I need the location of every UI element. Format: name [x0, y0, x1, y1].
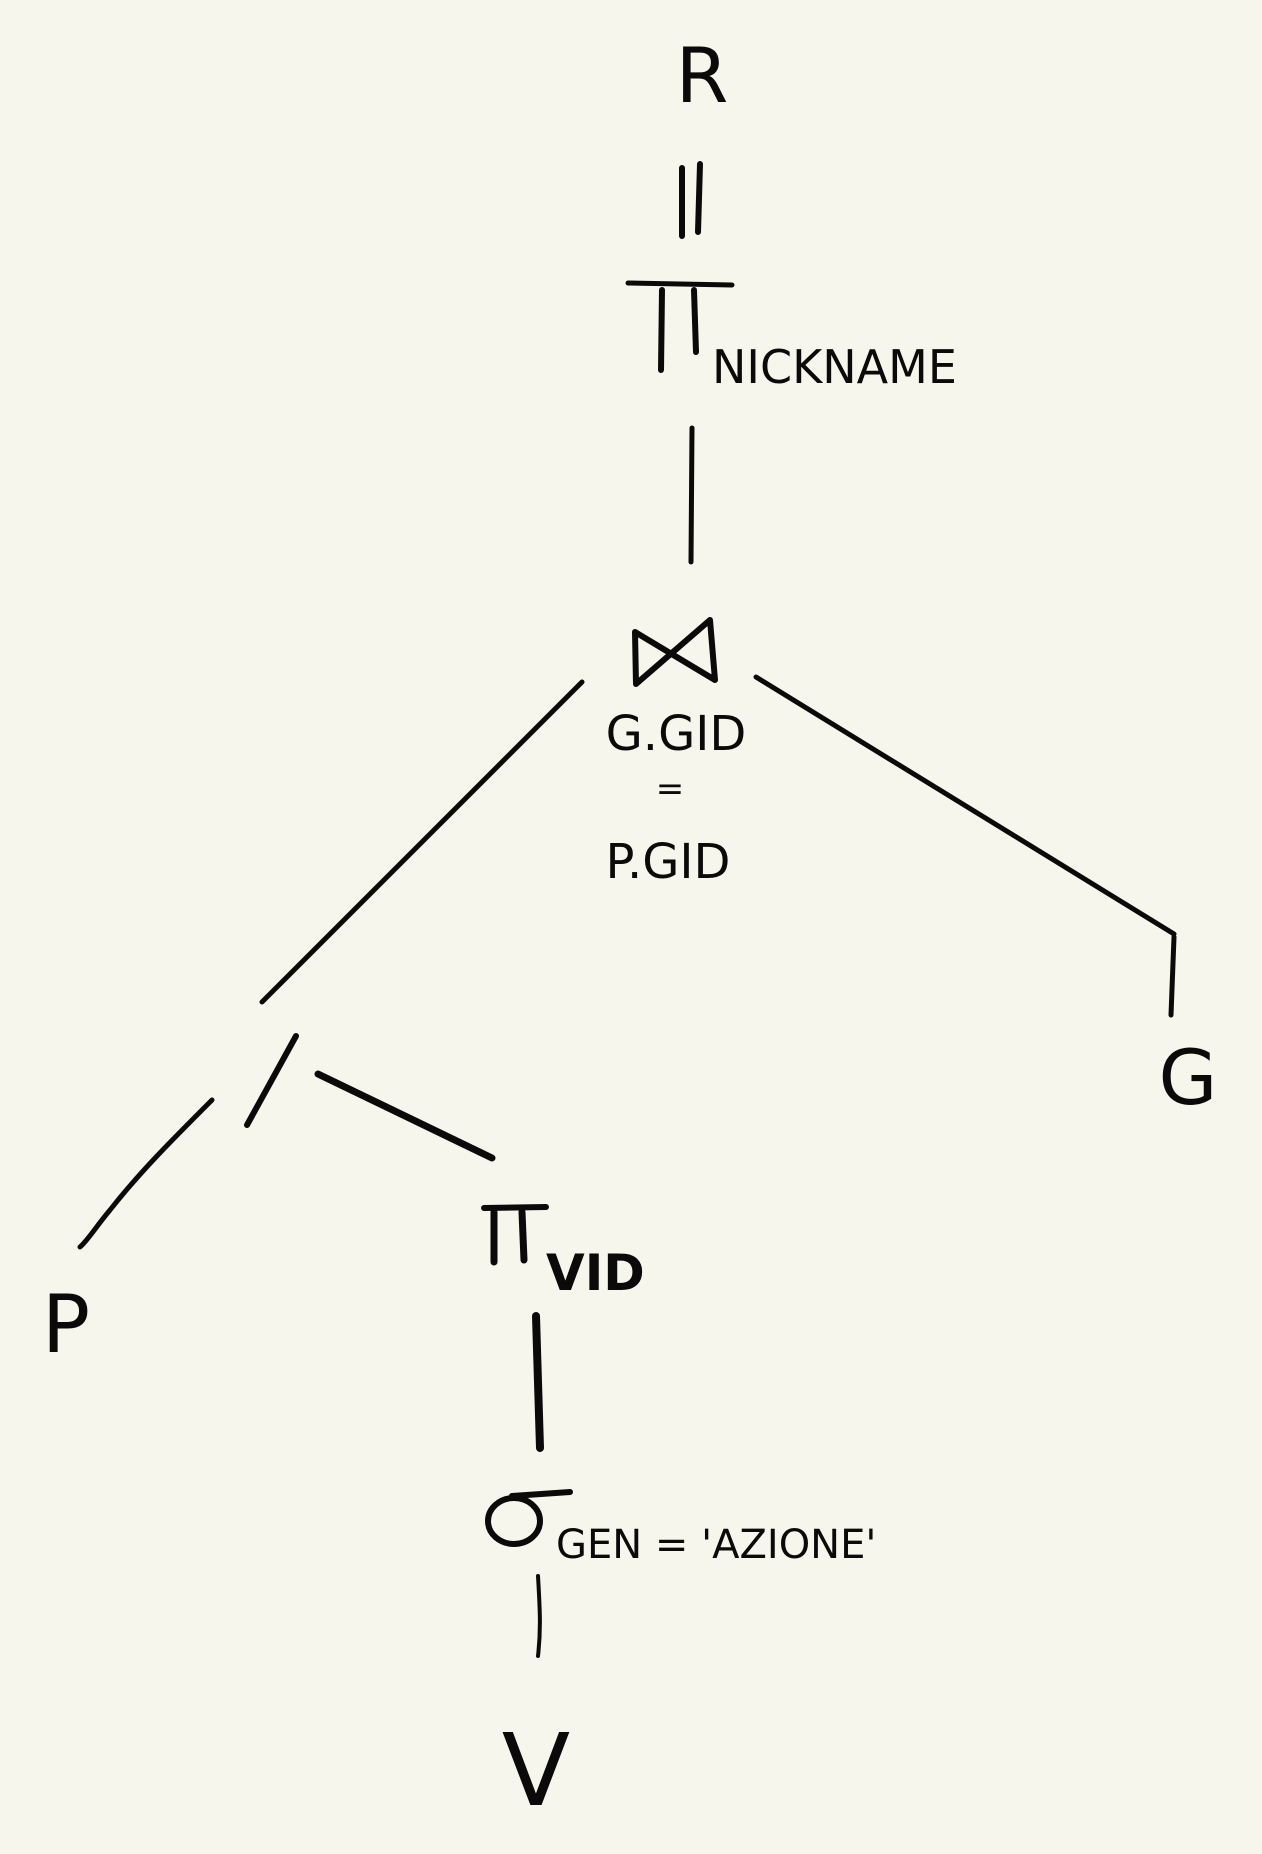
leaf-v: V: [502, 1712, 570, 1829]
selection: GEN = 'AZIONE': [485, 1489, 876, 1568]
projection-nickname: NICKNAME: [625, 280, 957, 394]
leaf-p: P: [42, 1278, 90, 1371]
join-condition-right: P.GID: [605, 834, 730, 890]
division-symbol: [244, 1033, 299, 1128]
edge-join-g: [753, 674, 1177, 937]
edge-division-p: [77, 1097, 215, 1250]
join-symbol: [632, 617, 718, 687]
edge-projection-vid-selection: [532, 1312, 544, 1452]
result-label: R: [676, 31, 729, 120]
equality-sign: [679, 161, 703, 239]
edge-projection-join: [688, 425, 695, 565]
edge-division-projection-vid: [314, 1070, 496, 1162]
projection-vid: VID: [481, 1204, 645, 1302]
join-condition-left: G.GID: [606, 706, 747, 762]
projection-vid-subscript: VID: [546, 1244, 645, 1302]
edge-join-division: [259, 679, 585, 1005]
selection-subscript: GEN = 'AZIONE': [556, 1522, 876, 1568]
edge-join-g-tail: [1168, 934, 1177, 1018]
projection-nickname-subscript: NICKNAME: [712, 340, 957, 394]
join-condition-op: =: [656, 769, 685, 809]
leaf-g: G: [1159, 1033, 1218, 1122]
edge-selection-v: [536, 1574, 542, 1658]
